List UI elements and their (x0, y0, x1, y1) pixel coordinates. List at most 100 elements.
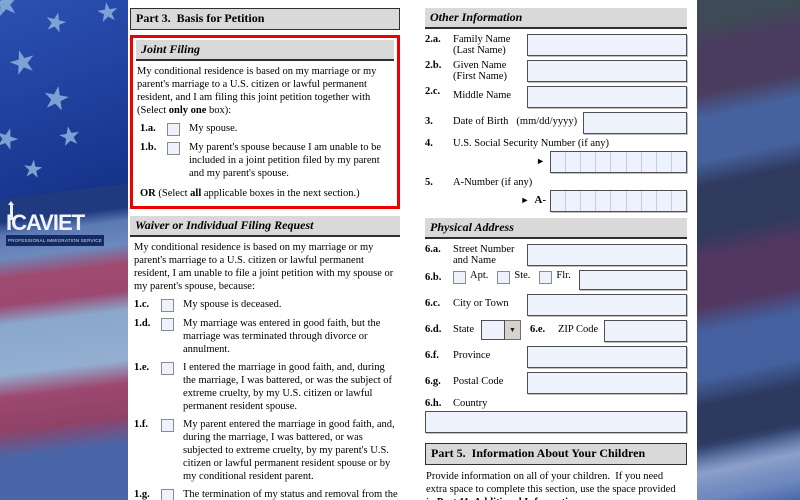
checkbox-1e[interactable] (161, 362, 174, 375)
option-number: 1.f. (134, 419, 148, 430)
option-number: 1.b. (140, 142, 157, 153)
field-number: 2.b. (425, 60, 442, 71)
a-number-label-row: 5. A-Number (if any) (425, 177, 687, 189)
arrow-right-icon: ► (536, 156, 545, 166)
option-row-1d: 1.d. My marriage was entered in good fai… (130, 317, 400, 356)
field-number: 6.e. (530, 324, 546, 335)
flag-star-icon: ★ (20, 155, 45, 185)
street-input[interactable] (527, 244, 687, 266)
checkbox-1g[interactable] (161, 489, 174, 500)
field-country: 6.h. Country (425, 398, 687, 433)
field-number: 6.a. (425, 244, 441, 255)
a-number-input-row: ► A- (425, 190, 687, 212)
option-number: 1.d. (134, 318, 151, 329)
icaviet-watermark: ICAVIET PROFESSIONAL IMMIGRATION SERVICE (6, 201, 122, 246)
waiver-title: Waiver or Individual Filing Request (130, 216, 400, 237)
checkbox-1a[interactable] (167, 123, 180, 136)
option-label: My parent entered the marriage in good f… (183, 419, 395, 482)
field-unit: 6.b. Apt. Ste. Flr. (425, 270, 687, 290)
state-label: State (453, 324, 474, 335)
field-a-number: 5. A-Number (if any) ► A- (425, 177, 687, 212)
brand-tagline: PROFESSIONAL IMMIGRATION SERVICE (8, 237, 102, 244)
date-format-hint: (mm/dd/yyyy) (516, 116, 578, 127)
field-family-name: 2.a. Family Name (Last Name) (425, 34, 687, 56)
option-number: 1.g. (134, 489, 150, 500)
postal-code-input[interactable] (527, 372, 687, 394)
field-number: 6.f. (425, 350, 439, 361)
arrow-right-icon: ► (520, 195, 530, 205)
field-number: 5. (425, 177, 433, 188)
field-label: City or Town (453, 298, 509, 309)
apt-label: Apt. (470, 270, 489, 281)
flag-star-icon: ★ (55, 120, 84, 153)
field-number: 3. (425, 116, 433, 127)
state-dropdown-value[interactable] (481, 320, 505, 340)
zip-input[interactable] (604, 320, 687, 342)
field-number: 2.a. (425, 34, 441, 45)
waiver-intro: My conditional residence is based on my … (134, 242, 394, 292)
field-label: Province (453, 350, 491, 361)
country-input[interactable] (425, 411, 687, 433)
state-dropdown[interactable]: ▼ (481, 320, 521, 340)
flag-background-right (697, 0, 800, 500)
checkbox-1f[interactable] (161, 419, 174, 432)
flag-star-icon: ★ (39, 77, 74, 119)
field-ssn: 4. U.S. Social Security Number (if any) … (425, 138, 687, 173)
flag-star-icon: ★ (3, 40, 42, 84)
flag-star-icon: ★ (0, 0, 24, 26)
date-of-birth-input[interactable] (583, 112, 687, 134)
checkbox-1b[interactable] (167, 142, 180, 155)
ste-label: Ste. (514, 270, 531, 281)
option-label: I entered the marriage in good faith, an… (183, 362, 393, 412)
checkbox-ste[interactable] (497, 271, 511, 284)
flag-fold-highlight (697, 0, 800, 500)
option-label: My spouse is deceased. (183, 299, 282, 310)
province-input[interactable] (527, 346, 687, 368)
field-state-zip: 6.d. State ▼ 6.e. ZIP Code (425, 320, 687, 342)
middle-name-input[interactable] (527, 86, 687, 108)
field-city: 6.c. City or Town (425, 294, 687, 316)
given-name-input[interactable] (527, 60, 687, 82)
country-label-row: 6.h. Country (425, 398, 687, 410)
field-label: Given Name (First Name) (453, 60, 507, 82)
option-label: The termination of my status and removal… (183, 489, 398, 500)
ssn-input[interactable] (550, 151, 687, 173)
joint-filing-intro: My conditional residence is based on my … (137, 66, 377, 116)
flag-star-icon: ★ (94, 0, 122, 29)
form-right-column: Other Information 2.a. Family Name (Last… (425, 8, 687, 500)
checkbox-flr[interactable] (539, 271, 553, 284)
brand-name: ICAVIET (6, 210, 85, 235)
part3-header: Part 3. Basis for Petition (130, 8, 400, 30)
monument-icon (8, 201, 14, 220)
option-row-1a: 1.a. My spouse. (136, 122, 394, 136)
field-number: 6.b. (425, 272, 442, 283)
field-province: 6.f. Province (425, 346, 687, 368)
flag-star-icon: ★ (40, 5, 71, 40)
field-date-of-birth: 3. Date of Birth (mm/dd/yyyy) (425, 112, 687, 134)
ssn-label-row: 4. U.S. Social Security Number (if any) (425, 138, 687, 150)
option-row-1e: 1.e. I entered the marriage in good fait… (130, 361, 400, 413)
option-number: 1.c. (134, 299, 150, 310)
ssn-input-row: ► (425, 151, 687, 173)
checkbox-1c[interactable] (161, 299, 174, 312)
or-instruction: OR (Select all applicable boxes in the n… (140, 188, 360, 199)
a-number-input[interactable] (550, 190, 687, 212)
option-row-1g: 1.g. The termination of my status and re… (130, 488, 400, 500)
field-postal-code: 6.g. Postal Code (425, 372, 687, 394)
checkbox-1d[interactable] (161, 318, 174, 331)
other-information-title: Other Information (425, 8, 687, 29)
unit-number-input[interactable] (578, 270, 687, 290)
a-number-prefix: A- (534, 194, 546, 206)
flag-star-icon: ★ (0, 120, 24, 159)
city-input[interactable] (527, 294, 687, 316)
family-name-input[interactable] (527, 34, 687, 56)
physical-address-title: Physical Address (425, 218, 687, 239)
field-number: 6.g. (425, 376, 441, 387)
checkbox-apt[interactable] (453, 271, 466, 284)
option-label: My spouse. (189, 123, 238, 134)
option-row-1f: 1.f. My parent entered the marriage in g… (130, 418, 400, 483)
joint-filing-highlight-box: Joint Filing My conditional residence is… (130, 35, 400, 209)
form-document: Part 3. Basis for Petition Joint Filing … (128, 0, 697, 500)
dropdown-arrow-icon[interactable]: ▼ (505, 320, 521, 340)
